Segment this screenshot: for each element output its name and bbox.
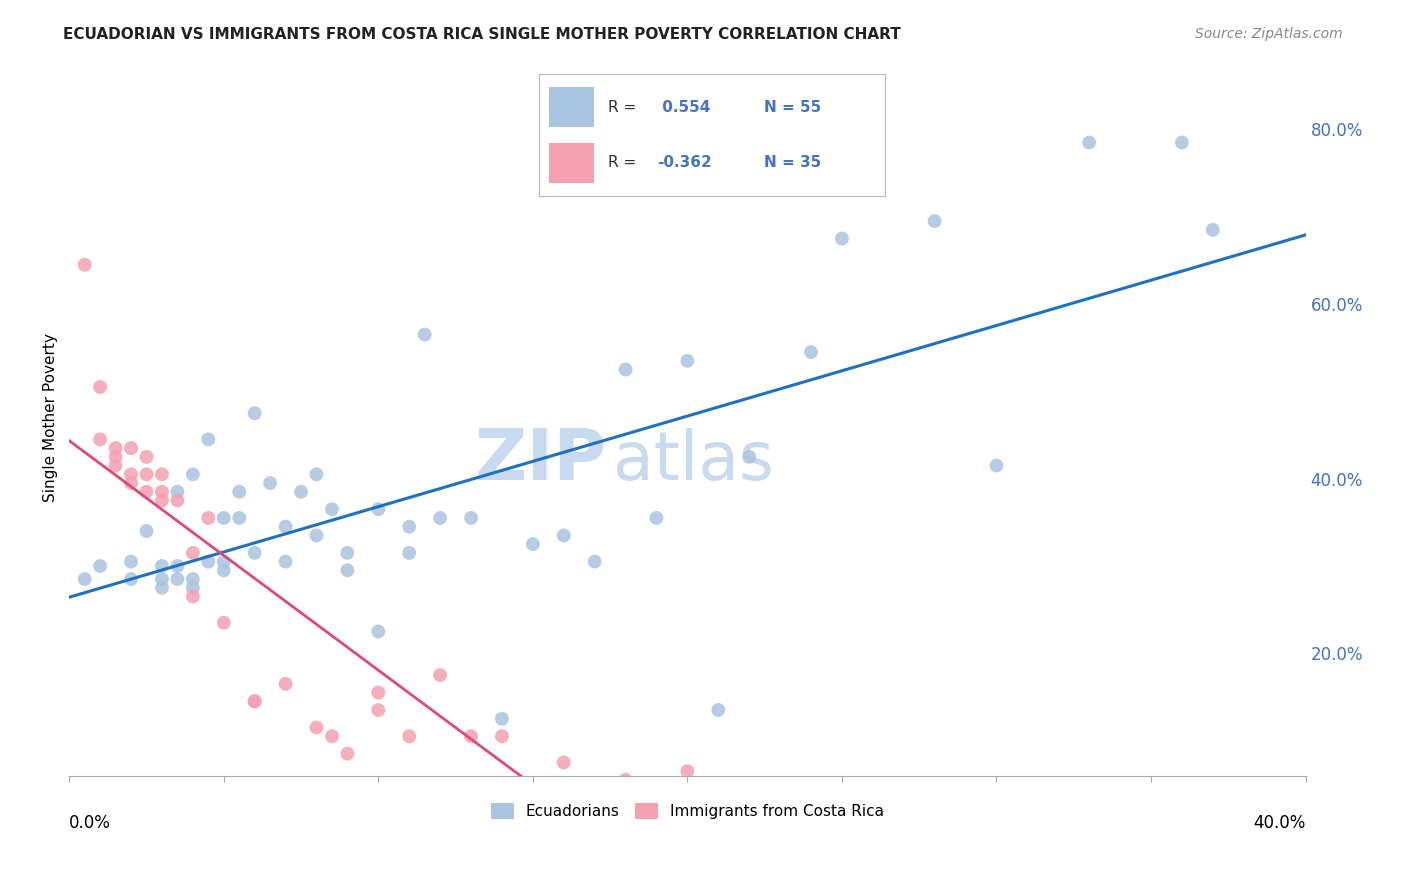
Point <box>614 362 637 376</box>
Point <box>197 433 219 447</box>
Point <box>181 581 204 595</box>
Point <box>150 467 173 482</box>
Point <box>290 484 312 499</box>
Point <box>150 493 173 508</box>
Point <box>305 467 328 482</box>
Point <box>274 677 297 691</box>
Text: Source: ZipAtlas.com: Source: ZipAtlas.com <box>1195 27 1343 41</box>
Point <box>104 458 127 473</box>
Point <box>181 590 204 604</box>
Point <box>676 353 699 368</box>
Point <box>986 458 1008 473</box>
Point <box>135 467 157 482</box>
Point <box>676 764 699 779</box>
Point <box>120 476 142 491</box>
Point <box>738 450 761 464</box>
Point <box>707 703 730 717</box>
Point <box>460 511 482 525</box>
Point <box>305 528 328 542</box>
Point <box>491 729 513 743</box>
Point <box>120 572 142 586</box>
Point <box>104 450 127 464</box>
Text: atlas: atlas <box>613 427 775 493</box>
Point <box>413 327 436 342</box>
Point <box>166 484 188 499</box>
Point <box>166 572 188 586</box>
Point <box>89 559 111 574</box>
Point <box>166 493 188 508</box>
Point <box>120 441 142 455</box>
Point <box>1202 223 1225 237</box>
Point <box>553 528 575 542</box>
Point <box>73 572 96 586</box>
Point <box>460 729 482 743</box>
Point <box>522 537 544 551</box>
Point <box>367 624 389 639</box>
Point <box>243 694 266 708</box>
Point <box>212 615 235 630</box>
Point <box>259 476 281 491</box>
Point <box>104 441 127 455</box>
Point <box>150 484 173 499</box>
Point <box>150 572 173 586</box>
Text: 40.0%: 40.0% <box>1253 814 1306 832</box>
Point <box>274 555 297 569</box>
Point <box>367 502 389 516</box>
Point <box>367 685 389 699</box>
Point <box>150 559 173 574</box>
Point <box>800 345 823 359</box>
Point <box>243 406 266 420</box>
Point <box>429 511 451 525</box>
Point <box>1078 136 1101 150</box>
Point <box>212 563 235 577</box>
Point <box>89 380 111 394</box>
Point <box>197 555 219 569</box>
Point <box>398 546 420 560</box>
Point <box>305 721 328 735</box>
Point <box>367 703 389 717</box>
Point <box>243 546 266 560</box>
Point <box>336 747 359 761</box>
Point <box>614 772 637 787</box>
Point <box>398 519 420 533</box>
Point <box>321 729 343 743</box>
Text: 0.0%: 0.0% <box>69 814 111 832</box>
Point <box>583 555 606 569</box>
Point <box>429 668 451 682</box>
Legend: Ecuadorians, Immigrants from Costa Rica: Ecuadorians, Immigrants from Costa Rica <box>485 797 890 825</box>
Point <box>150 581 173 595</box>
Point <box>212 555 235 569</box>
Point <box>274 519 297 533</box>
Point <box>120 555 142 569</box>
Text: ECUADORIAN VS IMMIGRANTS FROM COSTA RICA SINGLE MOTHER POVERTY CORRELATION CHART: ECUADORIAN VS IMMIGRANTS FROM COSTA RICA… <box>63 27 901 42</box>
Point <box>491 712 513 726</box>
Point <box>212 511 235 525</box>
Point <box>398 729 420 743</box>
Point <box>135 524 157 538</box>
Point <box>135 484 157 499</box>
Text: ZIP: ZIP <box>475 426 607 495</box>
Point <box>321 502 343 516</box>
Point <box>336 546 359 560</box>
Point <box>831 231 853 245</box>
Point <box>166 559 188 574</box>
Point <box>120 467 142 482</box>
Point <box>181 572 204 586</box>
Point <box>135 450 157 464</box>
Point <box>181 467 204 482</box>
Point <box>336 563 359 577</box>
Point <box>924 214 946 228</box>
Point <box>228 511 250 525</box>
Point <box>228 484 250 499</box>
Point <box>181 546 204 560</box>
Point <box>1171 136 1194 150</box>
Point <box>73 258 96 272</box>
Point <box>553 756 575 770</box>
Point <box>243 694 266 708</box>
Point <box>645 511 668 525</box>
Y-axis label: Single Mother Poverty: Single Mother Poverty <box>44 333 58 502</box>
Point <box>197 511 219 525</box>
Point <box>89 433 111 447</box>
